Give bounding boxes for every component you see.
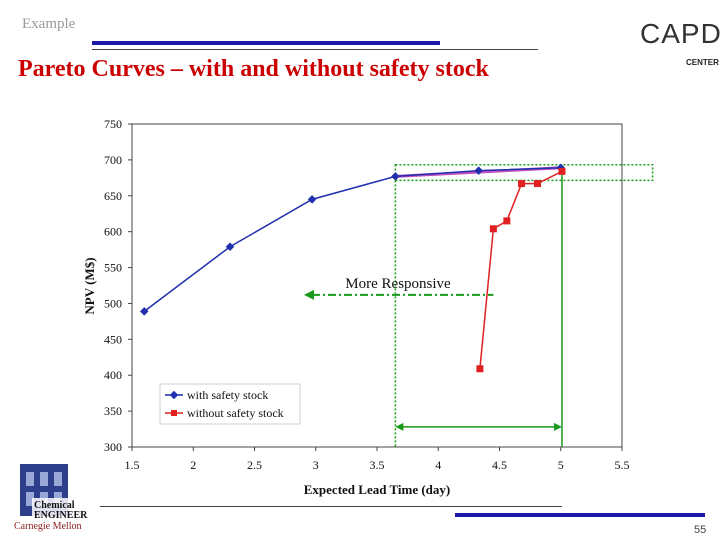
section-label: Example xyxy=(22,16,76,32)
x-tick-label: 3 xyxy=(313,458,319,472)
x-tick-label: 5.5 xyxy=(615,458,630,472)
data-point-0-2 xyxy=(307,195,317,204)
annotations: More Responsive xyxy=(345,276,451,292)
data-point-0-1 xyxy=(225,242,235,251)
x-tick-label: 4.5 xyxy=(492,458,507,472)
x-tick-label: 2.5 xyxy=(247,458,262,472)
page-title: Pareto Curves – with and without safety … xyxy=(18,56,489,82)
x-tick-label: 2 xyxy=(190,458,196,472)
header-accent-rule xyxy=(92,41,440,45)
data-point-1-0 xyxy=(476,365,484,373)
series-line-1 xyxy=(479,170,563,369)
y-axis-ticks: 300 350 400 450 500 550 600 650 700 750 xyxy=(104,117,132,454)
y-tick-label: 750 xyxy=(104,117,122,131)
data-point-1-4 xyxy=(533,180,541,188)
plateau-box xyxy=(394,164,654,182)
legend-box xyxy=(159,383,301,425)
footer-divider xyxy=(100,506,562,507)
y-tick-label: 450 xyxy=(104,332,122,346)
legend-label-with: with safety stock xyxy=(187,388,268,402)
guides xyxy=(304,164,654,447)
data-point-1-2 xyxy=(503,217,511,225)
footer-accent-rule xyxy=(455,513,705,517)
y-tick-label: 700 xyxy=(104,153,122,167)
y-tick-label: 550 xyxy=(104,261,122,275)
data-point-1-5 xyxy=(558,167,566,175)
x-tick-label: 4 xyxy=(435,458,441,472)
data-point-0-0 xyxy=(140,307,149,316)
y-tick-label: 350 xyxy=(104,404,122,418)
svg-text:Chemical: Chemical xyxy=(34,500,75,511)
y-tick-label: 500 xyxy=(104,296,122,310)
data-point-1-3 xyxy=(518,180,526,188)
legend: with safety stock without safety stock xyxy=(159,383,301,425)
y-tick-label: 400 xyxy=(104,368,122,382)
legend-marker-with xyxy=(169,390,179,400)
y-tick-label: 650 xyxy=(104,189,122,203)
series-layer xyxy=(140,163,566,373)
responsive-arrowhead xyxy=(304,289,314,300)
data-point-0-4 xyxy=(474,166,483,175)
series-line-0 xyxy=(143,167,561,312)
x-axis-label: Expected Lead Time (day) xyxy=(304,482,451,497)
y-tick-label: 600 xyxy=(104,225,122,239)
data-point-1-1 xyxy=(489,225,497,233)
y-tick-label: 300 xyxy=(104,440,122,454)
cmu-chemical-engineering-logo: Chemical ENGINEERING Carnegie Mellon xyxy=(12,458,106,534)
building-icon: Chemical ENGINEERING xyxy=(20,464,106,521)
page-number: 55 xyxy=(694,524,707,536)
header-divider xyxy=(92,49,538,50)
annotation-more-responsive: More Responsive xyxy=(345,276,451,292)
legend-marker-without xyxy=(171,410,177,416)
y-axis-label: NPV (M$) xyxy=(82,257,97,314)
logo-text: CAPD xyxy=(640,18,720,49)
x-tick-label: 1.5 xyxy=(125,458,140,472)
span-arrowhead-left xyxy=(395,422,404,431)
x-tick-label: 5 xyxy=(558,458,564,472)
span-arrowhead-right xyxy=(553,422,562,431)
x-axis-ticks: 1.5 2 2.5 3 3.5 4 4.5 5 5.5 xyxy=(125,447,630,472)
data-point-0-3 xyxy=(391,172,400,181)
svg-text:ENGINEERING: ENGINEERING xyxy=(34,510,88,521)
logo-subtext: CENTER xyxy=(686,58,719,67)
capd-logo: CAPD CENTER xyxy=(640,10,720,72)
x-tick-label: 3.5 xyxy=(370,458,385,472)
legend-label-without: without safety stock xyxy=(187,406,284,420)
institution-name: Carnegie Mellon xyxy=(14,521,82,532)
